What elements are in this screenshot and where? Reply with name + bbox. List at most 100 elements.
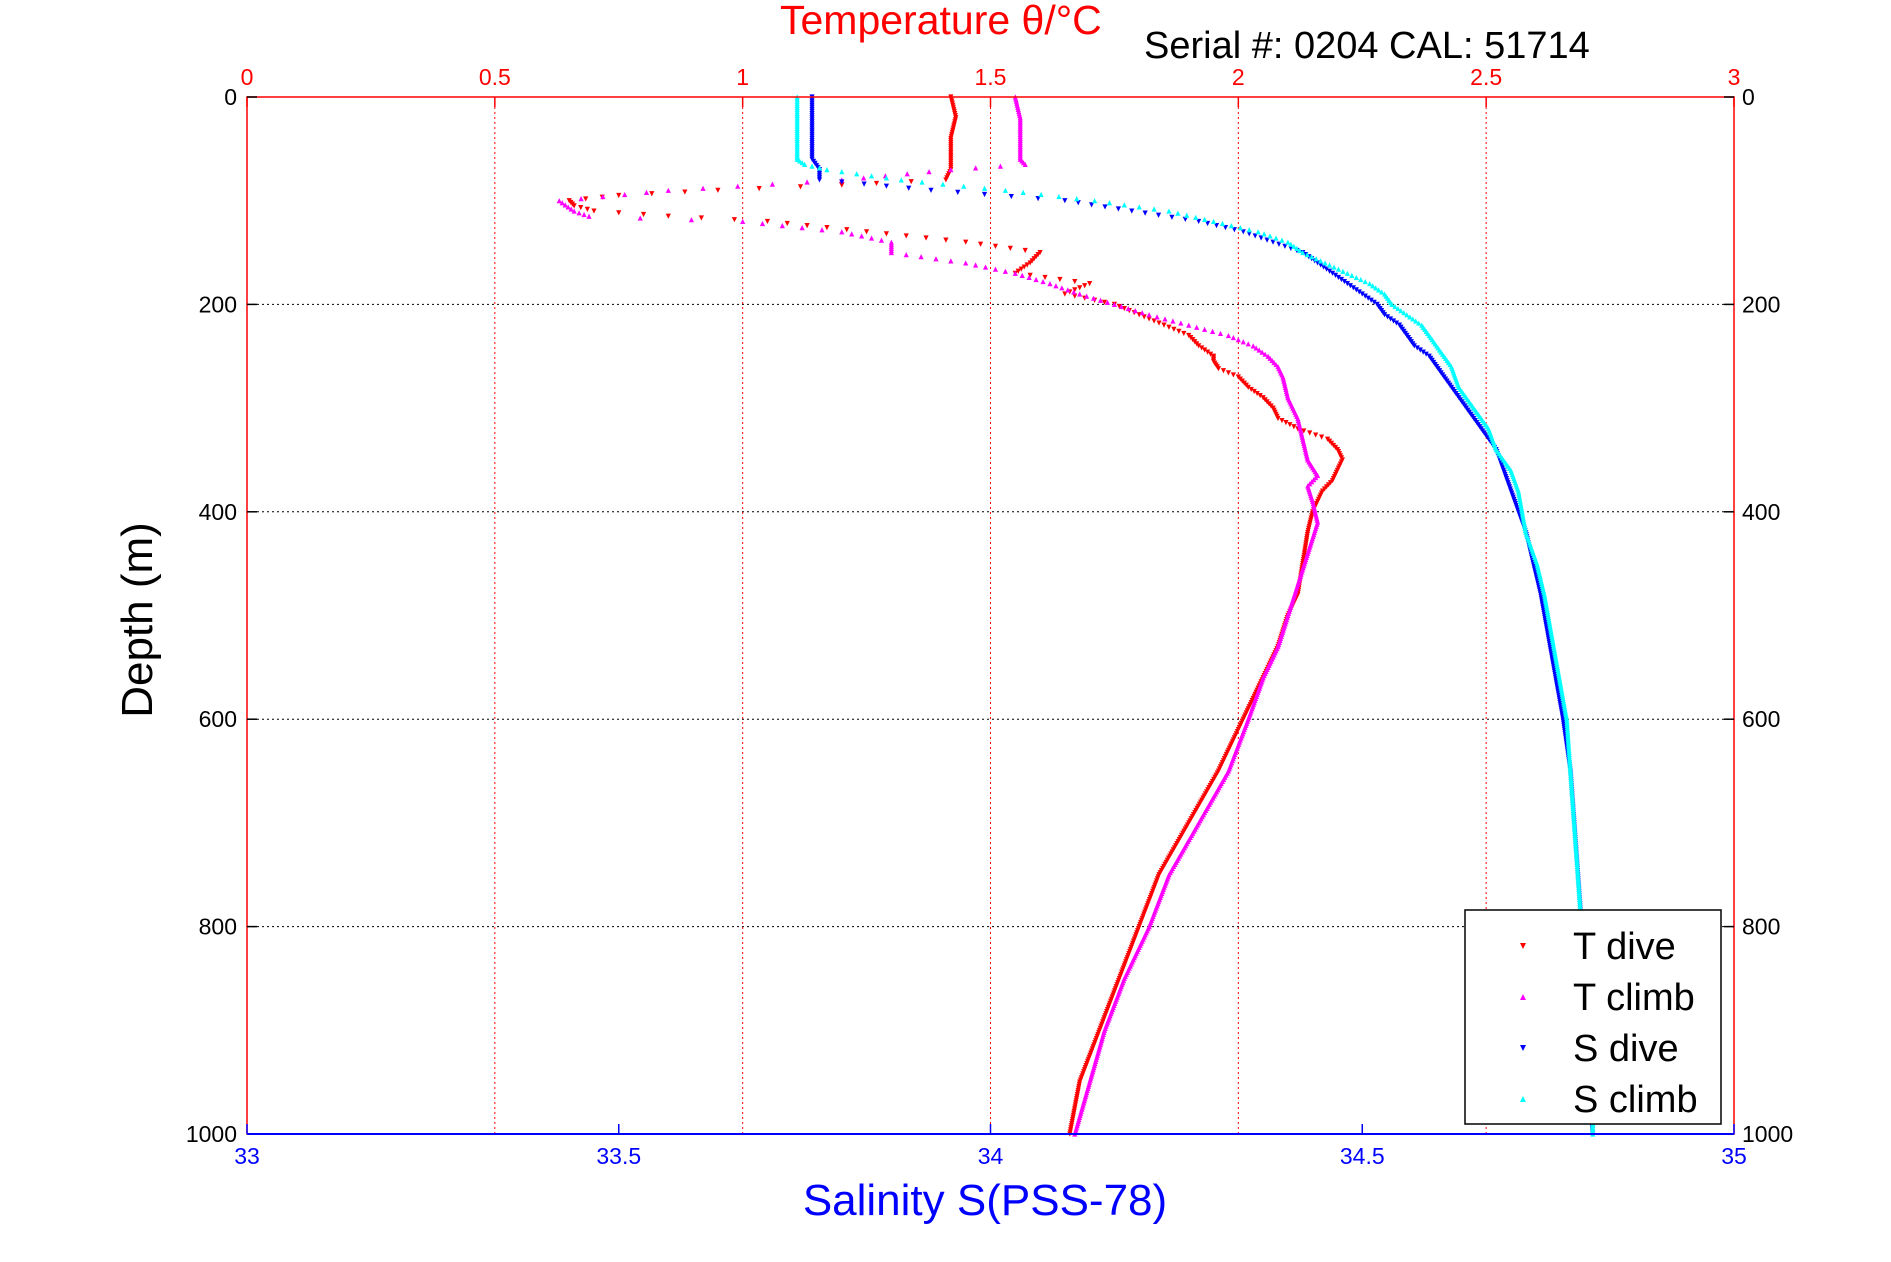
data-point: [1022, 161, 1028, 168]
data-point: [578, 205, 584, 211]
data-point: [981, 185, 988, 191]
data-point: [1253, 345, 1259, 351]
data-point: [1106, 200, 1113, 206]
data-point: [1062, 291, 1068, 297]
data-point: [854, 171, 860, 177]
data-point: [1309, 254, 1315, 260]
data-point: [1264, 237, 1270, 243]
data-point: [1207, 351, 1214, 357]
data-point: [1012, 270, 1018, 276]
data-point: [1358, 276, 1364, 283]
data-point: [1545, 614, 1552, 621]
data-point: [649, 191, 655, 197]
legend-marker: [1520, 994, 1526, 1000]
data-point: [1116, 303, 1122, 310]
data-point: [1542, 596, 1548, 602]
data-point: [1326, 268, 1333, 274]
data-point: [1181, 330, 1187, 337]
data-point: [1353, 287, 1359, 293]
data-point: [1322, 260, 1328, 266]
data-point: [809, 163, 815, 169]
data-point: [1141, 314, 1147, 320]
data-point: [997, 163, 1004, 169]
data-point: [1175, 210, 1181, 216]
data-point: [1136, 204, 1142, 210]
data-point: [1255, 229, 1261, 235]
data-point: [1002, 268, 1008, 274]
data-point: [1522, 525, 1528, 531]
data-point: [1350, 285, 1356, 291]
data-point: [1318, 262, 1324, 268]
left-tick-label: 600: [199, 706, 237, 732]
data-point: [1275, 415, 1281, 422]
data-point: [1182, 216, 1188, 222]
data-point: [622, 191, 628, 198]
data-point: [1279, 417, 1285, 424]
data-point: [1251, 388, 1257, 395]
data-point: [1521, 521, 1527, 527]
data-point: [839, 229, 845, 235]
data-point: [992, 266, 999, 272]
data-point: [1213, 222, 1220, 229]
data-point: [1082, 283, 1088, 289]
data-point: [1356, 289, 1362, 295]
data-point: [1544, 604, 1550, 610]
data-point: [1219, 220, 1226, 227]
data-point: [898, 177, 904, 183]
data-point: [1027, 272, 1033, 278]
data-point: [1062, 198, 1068, 204]
data-point: [1222, 225, 1229, 231]
data-point: [779, 222, 785, 229]
data-point: [963, 239, 969, 245]
data-point: [1156, 320, 1162, 326]
data-point: [735, 183, 741, 189]
data-point: [1393, 320, 1400, 326]
data-point: [1518, 500, 1524, 507]
data-point: [923, 235, 929, 241]
data-point: [1118, 303, 1124, 310]
data-point: [1398, 308, 1404, 314]
legend-entry: T climb: [1573, 977, 1695, 1019]
data-point: [928, 187, 934, 193]
data-point: [1283, 420, 1289, 426]
data-point: [1072, 293, 1078, 299]
data-point: [1288, 241, 1294, 247]
data-point: [1395, 305, 1401, 312]
data-point: [1111, 301, 1118, 307]
data-point: [1169, 214, 1175, 220]
data-point: [1560, 693, 1566, 699]
data-point: [819, 227, 825, 233]
data-point: [1362, 278, 1368, 285]
data-point: [1313, 432, 1319, 438]
data-point: [1176, 328, 1182, 334]
left-tick-label: 400: [199, 499, 237, 525]
data-point: [1552, 650, 1558, 656]
data-point: [1413, 318, 1419, 324]
data-point: [1245, 341, 1251, 347]
data-point: [1554, 662, 1560, 668]
data-point: [1250, 343, 1256, 349]
data-point: [1261, 231, 1267, 237]
data-point: [1318, 258, 1324, 264]
data-point: [1170, 318, 1176, 324]
data-point: [1543, 600, 1549, 606]
data-point: [1101, 299, 1108, 305]
data-point: [1258, 235, 1264, 241]
data-point: [1231, 227, 1237, 233]
data-point: [1368, 297, 1374, 303]
data-point: [977, 241, 984, 247]
data-point: [1543, 602, 1549, 608]
data-point: [1544, 608, 1550, 614]
chart-title: Temperature θ/°C: [780, 0, 1102, 43]
data-point: [1196, 218, 1202, 225]
data-point: [799, 160, 805, 166]
top-tick-label: 2: [1232, 64, 1245, 90]
data-point: [1519, 507, 1525, 513]
data-point: [1202, 216, 1208, 222]
data-point: [961, 183, 967, 189]
data-point: [1340, 268, 1346, 274]
data-point: [1384, 314, 1391, 320]
data-point: [1146, 312, 1152, 318]
data-point: [1091, 198, 1098, 204]
